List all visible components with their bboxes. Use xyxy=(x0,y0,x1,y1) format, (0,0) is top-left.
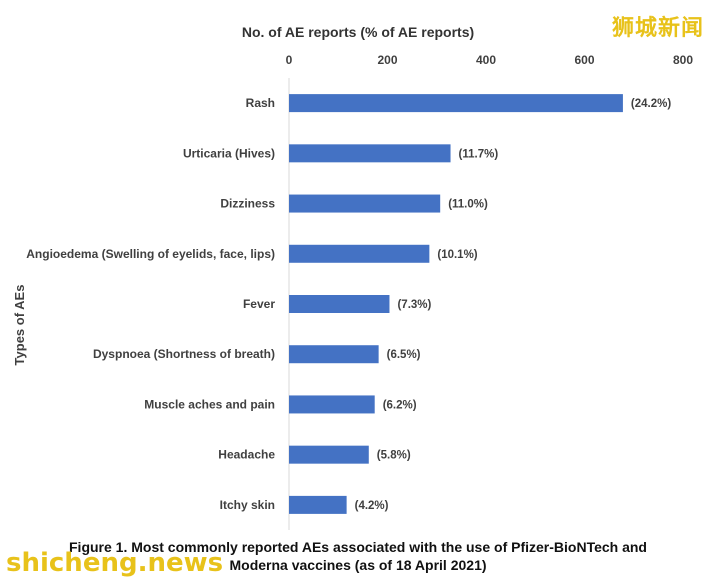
category-labels: Rash Urticaria (Hives) Dizziness Angioedema… xyxy=(26,96,275,512)
watermark-top-right: 狮城新闻 xyxy=(611,16,704,41)
data-label: (24.2%) xyxy=(631,98,671,110)
x-tick-label: 0 xyxy=(286,53,293,67)
category-label: Rash xyxy=(246,96,275,110)
x-tick-label: 600 xyxy=(574,53,594,67)
bar xyxy=(289,194,441,213)
bar xyxy=(289,94,623,113)
bar xyxy=(289,295,390,313)
caption-line-2: Moderna vaccines (as of 18 April 2021) xyxy=(229,557,487,573)
bar xyxy=(289,244,430,263)
figure-caption: Figure 1. Most commonly reported AEs ass… xyxy=(0,538,716,574)
bar xyxy=(289,395,375,414)
bar xyxy=(289,345,379,364)
bar xyxy=(289,445,369,464)
data-label: (10.1%) xyxy=(437,249,477,261)
data-label: (6.2%) xyxy=(383,399,417,411)
x-tick-label: 800 xyxy=(673,53,693,67)
x-tick-label: 400 xyxy=(476,53,496,67)
data-label: (11.7%) xyxy=(459,148,499,160)
bar xyxy=(289,144,451,163)
data-labels: (24.2%) (11.7%) (11.0%) (10.1%) (7.3%) (6.5%)… xyxy=(355,98,672,512)
category-label: Headache xyxy=(218,448,275,462)
data-label: (11.0%) xyxy=(448,199,488,211)
category-label: Itchy skin xyxy=(220,498,275,512)
bar xyxy=(289,495,347,514)
data-label: (6.5%) xyxy=(387,349,421,361)
category-label: Fever xyxy=(243,297,275,311)
data-label: (7.3%) xyxy=(397,299,431,311)
caption-line-1: Figure 1. Most commonly reported AEs ass… xyxy=(69,539,647,555)
category-label: Angioedema (Swelling of eyelids, face, l… xyxy=(26,247,275,261)
x-axis-ticks: 0 200 400 600 800 xyxy=(286,53,694,67)
bars xyxy=(289,94,623,514)
category-label: Urticaria (Hives) xyxy=(183,146,275,160)
category-label: Muscle aches and pain xyxy=(144,397,275,411)
chart-title: No. of AE reports (% of AE reports) xyxy=(242,24,474,40)
data-label: (5.8%) xyxy=(377,450,411,462)
y-axis-label: Types of AEs xyxy=(12,285,27,366)
data-label: (4.2%) xyxy=(355,500,389,512)
category-label: Dizziness xyxy=(220,197,275,211)
category-label: Dyspnoea (Shortness of breath) xyxy=(93,347,275,361)
x-tick-label: 200 xyxy=(377,53,397,67)
watermark-bottom-left: shicheng.news xyxy=(6,548,224,578)
bar-chart: No. of AE reports (% of AE reports) 0 200… xyxy=(12,24,694,530)
